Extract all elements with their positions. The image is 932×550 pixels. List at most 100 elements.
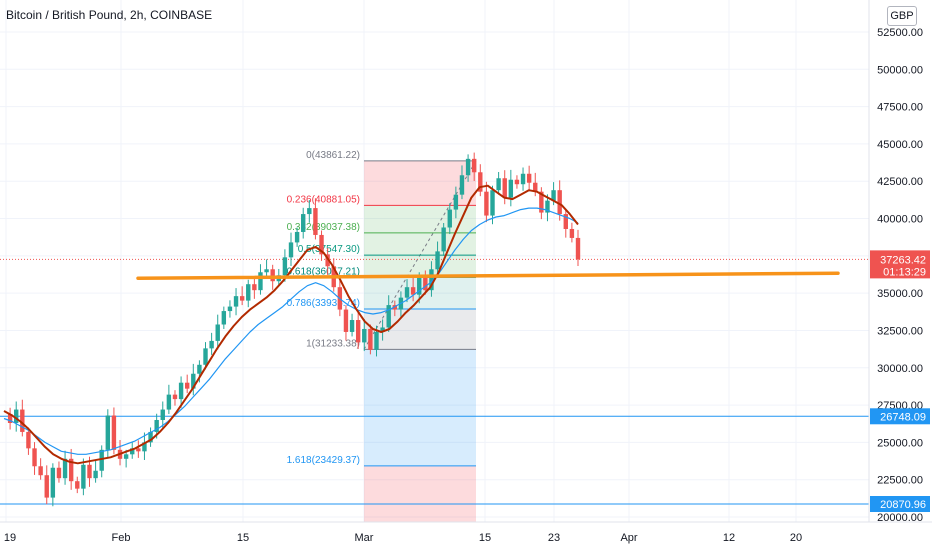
candle-body <box>526 173 532 183</box>
candle-body <box>459 175 465 195</box>
candle-body <box>197 364 202 374</box>
candle-body <box>551 190 556 201</box>
candle-body <box>435 251 440 270</box>
candle-body <box>14 409 19 423</box>
candle-body <box>32 448 37 467</box>
candle-body <box>496 178 501 191</box>
candle-body <box>368 328 373 350</box>
candle-body <box>239 296 245 301</box>
candle-body <box>166 394 172 410</box>
candle-body <box>264 269 269 273</box>
price-tick-label: 22500.00 <box>877 475 923 487</box>
candle-body <box>26 431 31 449</box>
time-tick-label: 23 <box>548 532 560 544</box>
level-price-tag-label: 20870.96 <box>880 499 926 511</box>
candle-body <box>533 182 538 192</box>
price-tick-label: 52500.00 <box>877 27 923 39</box>
time-tick-label: 20 <box>790 532 802 544</box>
candle-body <box>423 276 428 291</box>
level-price-tag-label: 26748.09 <box>880 411 926 423</box>
candle-body <box>172 394 178 400</box>
candle-body <box>478 172 483 192</box>
candle-body <box>87 464 92 479</box>
fib-level-label: 0.5(37547.30) <box>298 244 360 255</box>
candle-body <box>349 320 355 332</box>
candle-body <box>56 467 62 479</box>
candle-body <box>111 415 117 450</box>
symbol-title: Bitcoin / British Pound, 2h, COINBASE <box>6 8 213 22</box>
price-tick-label: 25000.00 <box>877 437 923 449</box>
last-price-countdown: 01:13:29 <box>883 266 926 278</box>
candle-body <box>484 191 489 216</box>
candle-body <box>105 415 111 450</box>
candle-body <box>20 409 25 432</box>
candle-body <box>343 309 349 332</box>
candle-body <box>471 158 477 173</box>
candle-body <box>410 287 416 295</box>
candle-body <box>282 257 288 276</box>
candle-body <box>355 320 361 343</box>
price-tick-label: 32500.00 <box>877 325 923 337</box>
candle-body <box>417 276 422 295</box>
candle-body <box>380 327 385 332</box>
candle-body <box>386 305 391 328</box>
fib-level-label: 1.618(23429.37) <box>287 455 360 466</box>
time-tick-label: Apr <box>620 532 637 544</box>
support-trendline <box>136 271 840 280</box>
candle-body <box>569 228 575 238</box>
candle-body <box>209 340 214 349</box>
level-price-tag <box>870 496 930 513</box>
fib-level-label: 0(43861.22) <box>306 150 360 161</box>
candle-body <box>374 331 379 350</box>
fib-level-label: 0.382(39037.38) <box>287 222 360 233</box>
candle-body <box>502 178 507 198</box>
last-price-value: 37263.42 <box>880 254 926 266</box>
candle-body <box>148 431 153 443</box>
candle-body <box>514 179 520 185</box>
candle-body <box>178 382 184 400</box>
fib-level-label: 0.786(33935.74) <box>287 298 360 309</box>
fib-level-label: 1(31233.38) <box>306 338 360 349</box>
price-tick-label: 47500.00 <box>877 102 923 114</box>
candle-body <box>313 208 318 235</box>
level-price-tag <box>870 408 930 425</box>
price-tick-label: 30000.00 <box>877 363 923 375</box>
candle-body <box>184 382 190 389</box>
candle-body <box>215 324 220 341</box>
currency-button[interactable]: GBP <box>887 6 917 26</box>
candle-body <box>50 467 56 498</box>
candle-body <box>258 272 263 291</box>
ema-fast-line <box>3 184 579 465</box>
candle-body <box>441 227 446 252</box>
candle-body <box>465 158 471 176</box>
candle-body <box>68 458 74 482</box>
candle-body <box>294 231 300 243</box>
candle-body <box>520 173 526 185</box>
candle-body <box>557 190 562 215</box>
candle-body <box>142 442 147 452</box>
candles <box>7 152 581 507</box>
price-tick-label: 42500.00 <box>877 176 923 188</box>
candle-body <box>99 449 104 471</box>
fib-level-label: 0.618(36057.21) <box>287 266 360 277</box>
fib-zone <box>364 465 476 522</box>
candle-body <box>130 448 135 455</box>
candle-body <box>575 237 581 260</box>
time-tick-label: 15 <box>237 532 249 544</box>
fib-zone <box>364 349 476 466</box>
time-tick-label: Feb <box>112 532 131 544</box>
candle-body <box>307 208 312 215</box>
price-tick-label: 50000.00 <box>877 64 923 76</box>
candle-body <box>392 305 398 310</box>
candle-body <box>539 191 544 213</box>
candle-body <box>447 209 452 228</box>
candle-body <box>270 269 275 282</box>
candle-body <box>252 284 257 291</box>
candle-body <box>81 464 86 489</box>
candle-body <box>362 328 367 343</box>
candle-body <box>93 470 98 479</box>
candle-body <box>44 475 49 498</box>
price-tick-label: 20000.00 <box>877 512 923 524</box>
